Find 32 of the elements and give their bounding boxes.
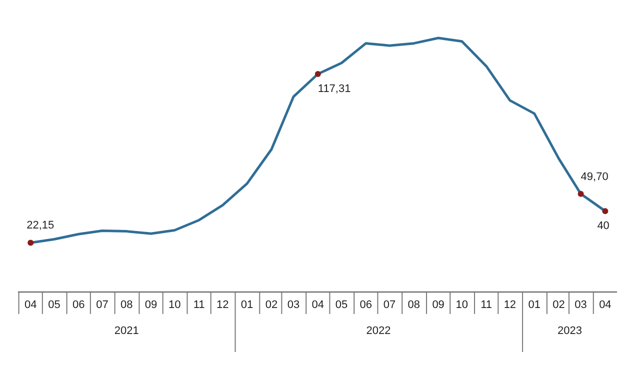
text: 2021 [114,325,139,337]
x-tick-label: 09 [144,299,158,311]
x-tick-label: 03 [574,299,587,311]
x-tick-label: 06 [360,299,372,311]
x-tick-label: 10 [168,299,181,311]
x-tick-label: 08 [120,299,133,311]
x-tick-label: 04 [312,299,324,311]
x-tick-label: 12 [216,299,229,311]
text: 2023 [558,325,582,337]
x-tick-label: 12 [504,299,516,311]
x-tick-label: 04 [599,299,612,311]
x-tick-label: 01 [240,299,254,311]
x-tick-label: 06 [72,299,85,311]
x-tick-label: 05 [48,299,60,311]
x-tick-label: 10 [456,299,468,311]
x-tick-label: 11 [480,299,492,311]
x-tick-label: 07 [383,299,396,311]
x-tick-label: 01 [528,299,540,311]
data-label: 49,70 [580,170,608,183]
data-label: 22,15 [26,220,54,232]
x-tick-label: 03 [287,299,300,311]
x-tick-label: 04 [24,299,37,311]
text: 2022 [366,325,391,337]
x-tick-label: 05 [335,299,348,311]
x-tick-label: 02 [552,299,565,311]
x-tick-label: 11 [193,299,205,311]
data-label: 40 [597,220,610,232]
x-tick-label: 02 [265,299,278,311]
x-tick-label: 07 [96,299,108,311]
x-tick-label: 09 [432,299,444,311]
data-label: 117,31 [318,82,351,95]
x-tick-label: 08 [408,299,420,311]
